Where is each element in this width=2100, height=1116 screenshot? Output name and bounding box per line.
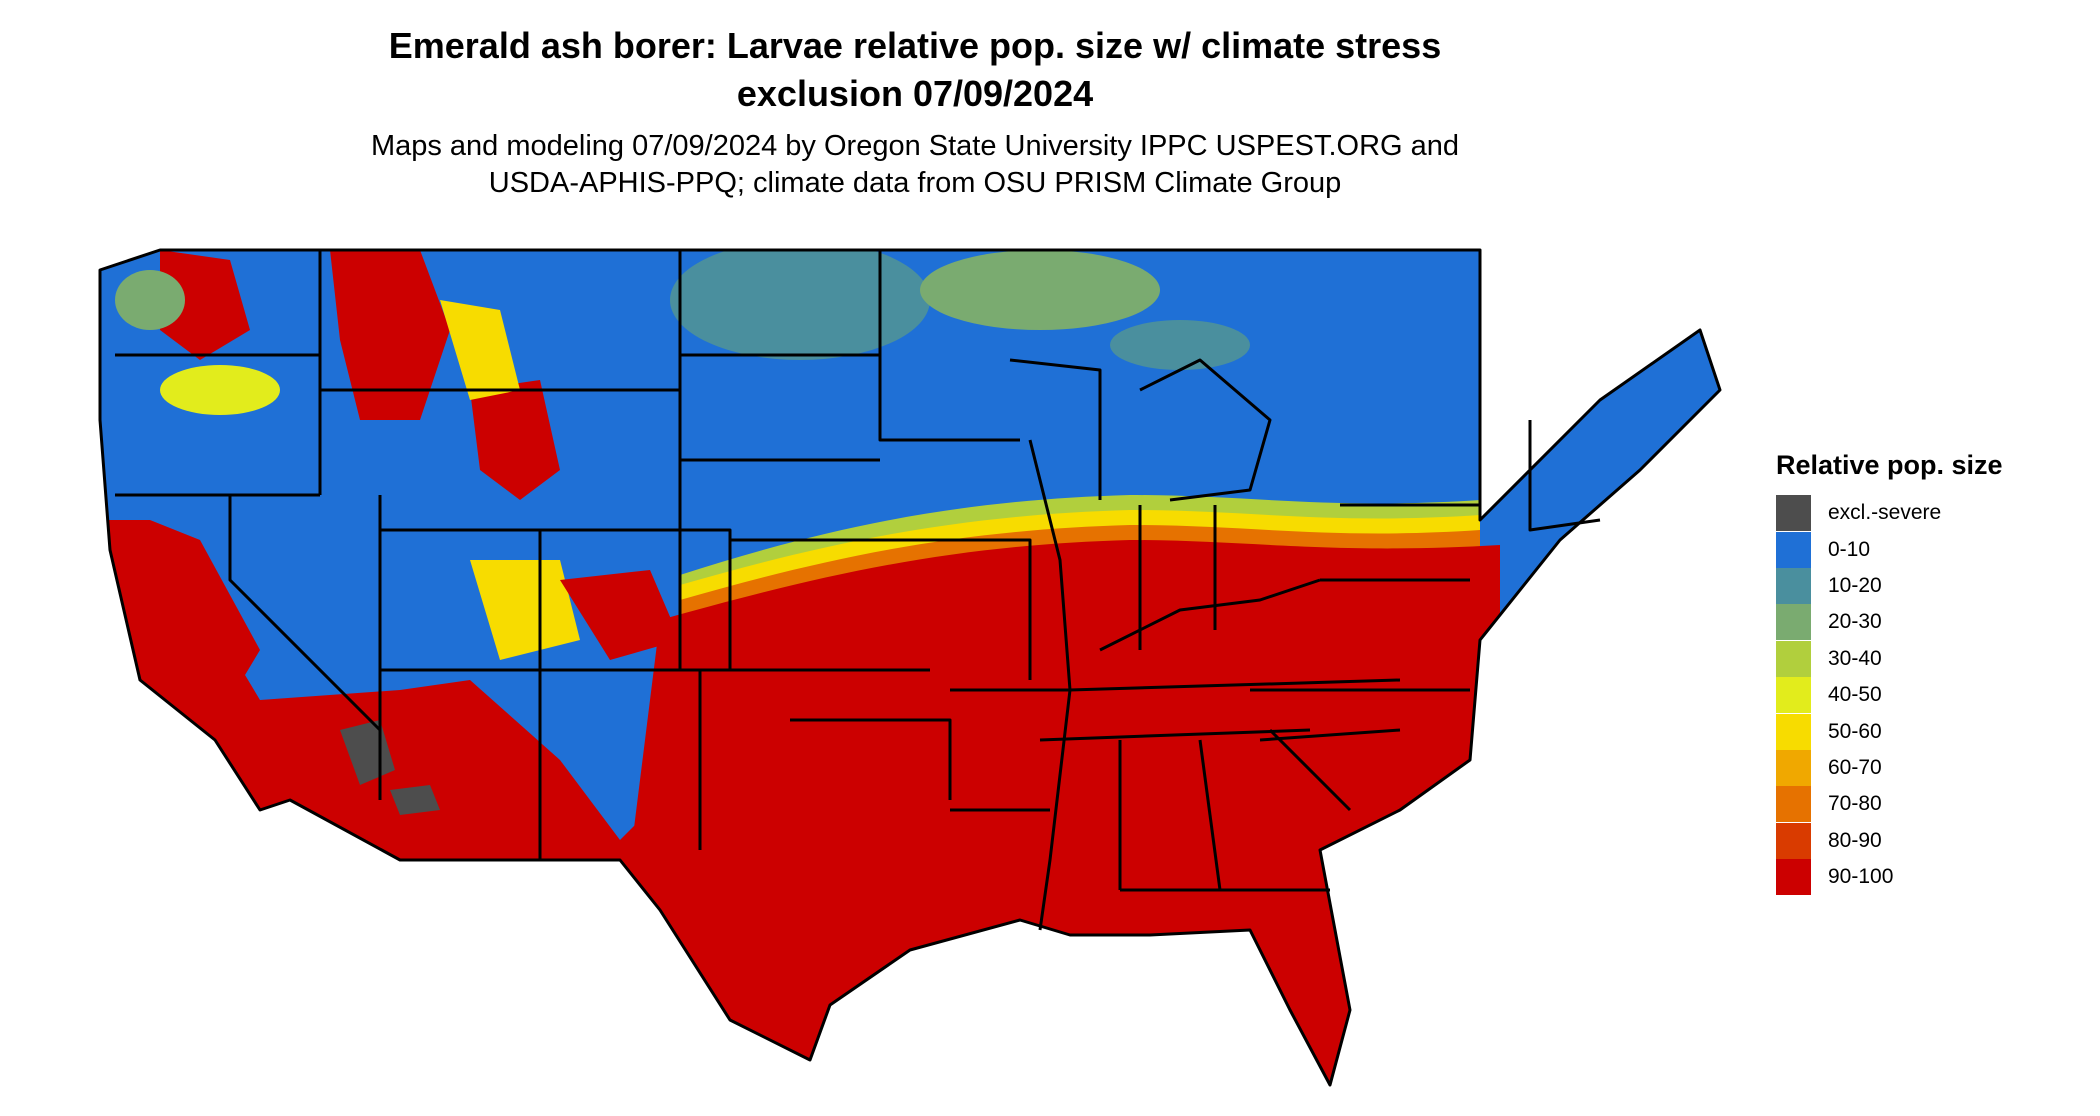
legend-title: Relative pop. size: [1776, 450, 2003, 480]
title-line-1: Emerald ash borer: Larvae relative pop. …: [388, 25, 1442, 66]
zone-40-50-oregon: [160, 365, 280, 415]
border-ohio-river: [1099, 578, 1321, 652]
zone-90-100-rockies-north: [160, 250, 250, 360]
legend-swatch: [1776, 822, 1811, 859]
legend: Relative pop. size excl.-severe 0-10 10-…: [1776, 450, 2003, 896]
zone-90-100-wyoming: [470, 380, 560, 500]
legend-label: excl.-severe: [1828, 501, 1942, 525]
zone-90-100-south-east: [600, 540, 1500, 1085]
legend-item: 20-30: [1776, 604, 2003, 641]
border-new-england: [1528, 420, 1601, 532]
us-outline: [98, 248, 1722, 1087]
zone-excl-severe-2: [390, 785, 440, 815]
subtitle-line-1: Maps and modeling 07/09/2024 by Oregon S…: [370, 130, 1460, 162]
legend-item: 40-50: [1776, 677, 2003, 714]
zone-50-60-idaho: [440, 300, 520, 400]
legend-swatch: [1776, 677, 1811, 714]
legend-item: 50-60: [1776, 713, 2003, 750]
legend-label: 70-80: [1828, 792, 1882, 816]
legend-label: 20-30: [1828, 610, 1882, 634]
legend-swatch: [1776, 640, 1811, 677]
us-population-map: [98, 248, 1722, 1087]
zone-50-60-utah: [470, 560, 580, 660]
border-nc-sc: [1259, 728, 1401, 742]
legend-swatch: [1776, 859, 1811, 896]
legend-swatch: [1776, 531, 1811, 568]
legend-swatch: [1776, 786, 1811, 823]
legend-swatch: [1776, 495, 1811, 532]
border-tn-south: [1039, 728, 1311, 742]
legend-items: excl.-severe 0-10 10-20 20-30 30-40 40-5…: [1776, 495, 2003, 896]
legend-label: 80-90: [1828, 828, 1882, 852]
border-tn-north: [1069, 678, 1401, 692]
border-al-ga: [1198, 739, 1222, 891]
legend-item: 80-90: [1776, 822, 2003, 859]
subtitle-line-2: USDA-APHIS-PPQ; climate data from OSU PR…: [488, 167, 1342, 199]
border-ga-sc: [1268, 728, 1352, 812]
zone-10-20-plains: [670, 250, 930, 360]
map-fill: [100, 250, 1720, 1085]
legend-item: 0-10: [1776, 531, 2003, 568]
zone-90-100-colorado: [560, 570, 680, 660]
zone-20-30-washington: [115, 270, 185, 330]
map-title: Emerald ash borer: Larvae relative pop. …: [0, 22, 1830, 118]
legend-item: 10-20: [1776, 567, 2003, 604]
legend-item: 60-70: [1776, 749, 2003, 786]
legend-item: excl.-severe: [1776, 495, 2003, 532]
border-wi-il: [1009, 358, 1102, 500]
zone-90-100-sierra: [150, 520, 260, 700]
legend-swatch: [1776, 749, 1811, 786]
legend-label: 40-50: [1828, 683, 1882, 707]
border-four-corners: [380, 528, 732, 672]
border-ia-mo: [890, 538, 1032, 680]
legend-swatch: [1776, 713, 1811, 750]
legend-swatch: [1776, 604, 1811, 641]
legend-item: 70-80: [1776, 786, 2003, 823]
legend-label: 90-100: [1828, 865, 1894, 889]
zone-20-30-minnesota: [920, 250, 1160, 330]
border-mi-lower: [1139, 358, 1272, 502]
legend-swatch: [1776, 567, 1811, 604]
border-ca-nv: [228, 495, 382, 732]
border-mn-east: [878, 250, 1020, 442]
zone-10-20-michigan-up: [1110, 320, 1250, 370]
state-borders: [98, 248, 1722, 1087]
legend-item: 30-40: [1776, 640, 2003, 677]
legend-item: 90-100: [1776, 859, 2003, 896]
legend-label: 50-60: [1828, 719, 1882, 743]
legend-label: 0-10: [1828, 537, 1871, 561]
legend-label: 10-20: [1828, 573, 1882, 597]
map-subtitle: Maps and modeling 07/09/2024 by Oregon S…: [0, 128, 1830, 202]
legend-label: 30-40: [1828, 646, 1882, 670]
legend-label: 60-70: [1828, 755, 1882, 779]
border-ok-tx: [790, 718, 952, 800]
zone-90-100-idaho: [330, 250, 450, 420]
title-line-2: exclusion 07/09/2024: [736, 73, 1094, 114]
